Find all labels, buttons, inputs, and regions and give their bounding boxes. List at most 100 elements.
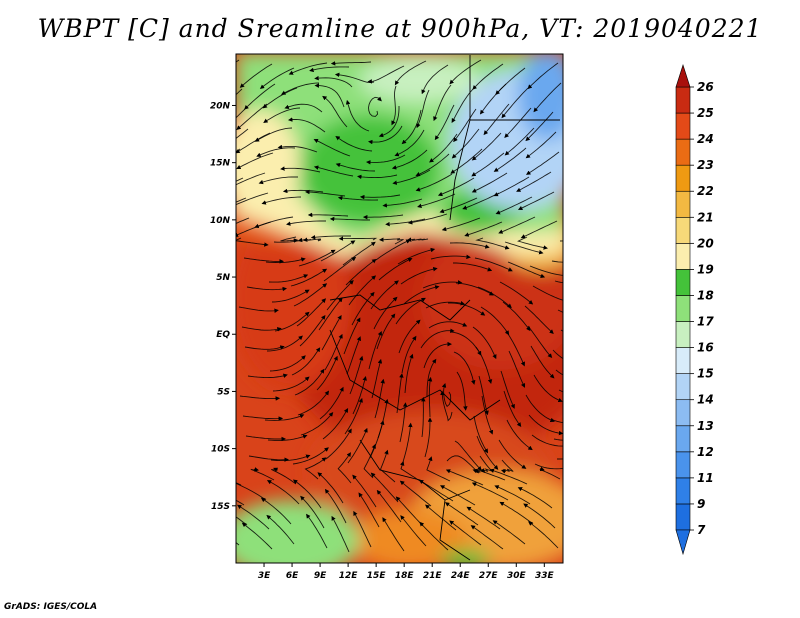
- colorbar-segment-18: [675, 269, 691, 296]
- streamline: [250, 467, 275, 481]
- streamline: [271, 289, 310, 303]
- streamline: [425, 301, 466, 309]
- region-northeast-deep: [518, 54, 563, 140]
- streamline: [525, 394, 555, 422]
- streamline: [428, 321, 468, 329]
- streamline: [446, 455, 480, 474]
- region-south-green-spot: [440, 550, 490, 563]
- streamline: [449, 242, 490, 249]
- streamline: [534, 463, 563, 470]
- streamline: [500, 459, 514, 474]
- streamline: [236, 192, 269, 206]
- streamline: [430, 254, 471, 260]
- streamline: [368, 125, 403, 145]
- colorbar-label-14: 14: [697, 393, 714, 407]
- streamline: [391, 85, 397, 126]
- streamline: [503, 390, 522, 428]
- streamline: [371, 358, 383, 399]
- field-regions: [236, 54, 563, 563]
- y-tick-label-EQ: EQ: [216, 330, 230, 340]
- streamline: [358, 492, 380, 528]
- streamline: [489, 468, 528, 485]
- streamline: [499, 501, 534, 525]
- streamline: [260, 497, 292, 525]
- streamline: [439, 197, 478, 214]
- colorbar-top-arrow: [675, 64, 691, 88]
- streamline: [265, 257, 306, 264]
- streamline: [284, 103, 323, 113]
- streamline: [266, 480, 300, 505]
- streamline: [553, 438, 563, 441]
- streamline: [392, 169, 431, 185]
- streamline: [517, 191, 555, 210]
- streamline: [492, 520, 526, 545]
- streamline: [406, 237, 429, 242]
- streamline: [425, 504, 457, 531]
- streamline: [256, 147, 296, 157]
- streamline: [472, 468, 506, 481]
- streamline: [298, 249, 336, 267]
- streamline: [263, 107, 301, 123]
- streamline: [243, 257, 284, 264]
- y-axis: 20N 15N 10N 5N EQ 5S 10S 15S: [210, 101, 236, 512]
- streamline: [499, 281, 534, 305]
- streamline: [319, 386, 344, 420]
- streamline: [437, 177, 475, 197]
- streamline: [451, 88, 474, 123]
- streamline: [475, 346, 493, 384]
- colorbar-label-16: 16: [697, 341, 714, 355]
- streamline: [236, 482, 267, 501]
- streamline: [323, 256, 357, 282]
- streamline: [398, 319, 421, 354]
- streamline: [268, 274, 309, 283]
- streamline: [264, 414, 305, 421]
- streamline: [246, 286, 287, 292]
- colorbar-segment-24: [675, 112, 691, 140]
- streamline: [288, 117, 326, 133]
- streamline: [348, 275, 377, 306]
- streamline: [399, 402, 408, 443]
- streamline: [280, 166, 321, 173]
- streamline: [394, 129, 425, 157]
- streamline: [415, 173, 453, 192]
- streamline: [456, 371, 468, 411]
- streamline: [504, 241, 544, 255]
- streamline: [530, 345, 555, 379]
- y-tick-label-5N: 5N: [216, 273, 230, 283]
- streamline: [379, 449, 396, 483]
- streamline: [404, 353, 414, 394]
- streamline: [370, 472, 399, 503]
- streamline: [375, 239, 411, 261]
- streamline: [525, 131, 557, 159]
- streamline: [236, 152, 274, 170]
- streamline: [395, 496, 424, 527]
- colorbar-segment-11: [675, 451, 691, 479]
- streamline: [476, 435, 499, 470]
- streamline: [300, 412, 334, 436]
- streamline: [258, 176, 299, 185]
- streamline: [236, 217, 250, 224]
- streamline: [337, 195, 379, 201]
- colorbar-segment-14: [675, 373, 691, 401]
- streamline: [272, 376, 310, 392]
- streamline: [335, 135, 373, 152]
- streamline: [433, 84, 452, 122]
- streamline: [454, 440, 482, 471]
- streamline: [352, 375, 367, 415]
- streamline: [309, 66, 350, 73]
- streamline: [379, 237, 404, 245]
- streamline: [313, 165, 354, 177]
- streamline: [236, 499, 245, 506]
- streamline: [506, 419, 533, 451]
- wbpt-field: [236, 54, 563, 563]
- streamline: [453, 108, 477, 143]
- streamline: [271, 467, 297, 485]
- streamline: [316, 355, 338, 391]
- colorbar-label-11: 11: [697, 471, 714, 485]
- streamline: [498, 216, 536, 234]
- streamline: [557, 309, 563, 313]
- colorbar-label-13: 13: [697, 419, 714, 433]
- x-tick-label-24E: 24E: [451, 571, 471, 581]
- streamline: [471, 482, 509, 501]
